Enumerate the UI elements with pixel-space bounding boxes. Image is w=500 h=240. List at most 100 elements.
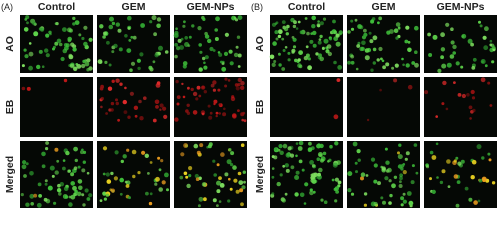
cell bbox=[41, 164, 46, 169]
cell bbox=[115, 78, 120, 83]
cell bbox=[154, 99, 160, 105]
cell bbox=[401, 57, 404, 61]
cell bbox=[224, 172, 229, 177]
cell bbox=[192, 91, 198, 97]
cell bbox=[188, 166, 193, 171]
cell bbox=[65, 43, 70, 48]
micrograph-bg bbox=[20, 77, 93, 137]
cell bbox=[76, 191, 82, 197]
cell bbox=[41, 151, 46, 157]
cell bbox=[209, 111, 213, 115]
cell bbox=[72, 185, 77, 191]
cell bbox=[452, 51, 457, 55]
cell bbox=[122, 154, 127, 159]
cell bbox=[26, 21, 29, 25]
cell bbox=[297, 146, 303, 151]
cell bbox=[297, 20, 301, 24]
cell bbox=[484, 26, 489, 32]
cell bbox=[306, 31, 310, 36]
cell bbox=[487, 152, 491, 156]
cell bbox=[82, 59, 86, 64]
cell bbox=[378, 46, 383, 52]
cell bbox=[212, 49, 216, 52]
cell bbox=[441, 169, 446, 174]
cell bbox=[477, 199, 481, 203]
cell bbox=[214, 37, 219, 41]
cell bbox=[175, 79, 179, 84]
cell bbox=[372, 35, 378, 41]
cell bbox=[200, 85, 206, 90]
micrograph-bg bbox=[270, 15, 343, 73]
cell bbox=[405, 151, 410, 156]
cell bbox=[188, 174, 192, 178]
cell bbox=[97, 59, 103, 64]
cell bbox=[393, 78, 398, 83]
cell bbox=[373, 201, 378, 207]
cell bbox=[156, 17, 162, 22]
cell bbox=[286, 24, 290, 29]
cell bbox=[67, 27, 72, 33]
cell bbox=[398, 143, 402, 147]
cell bbox=[271, 22, 277, 27]
cell bbox=[180, 152, 185, 157]
cell bbox=[207, 144, 212, 149]
cell bbox=[226, 159, 232, 165]
cell bbox=[234, 18, 239, 22]
cell bbox=[202, 17, 206, 21]
cell bbox=[70, 194, 76, 200]
cell bbox=[111, 79, 115, 84]
cell bbox=[318, 38, 322, 41]
cell bbox=[278, 53, 281, 56]
cell bbox=[384, 147, 388, 151]
cell bbox=[102, 191, 107, 196]
cell bbox=[110, 101, 115, 106]
cell bbox=[214, 28, 218, 32]
cell bbox=[385, 160, 390, 165]
cell bbox=[352, 141, 358, 147]
cell bbox=[47, 185, 53, 191]
cell bbox=[183, 143, 189, 148]
cell bbox=[370, 68, 374, 72]
cell bbox=[347, 171, 353, 177]
cell bbox=[237, 109, 240, 112]
cell bbox=[237, 83, 241, 87]
cell bbox=[237, 53, 242, 58]
cell bbox=[81, 193, 85, 197]
cell bbox=[104, 60, 108, 64]
cell bbox=[277, 34, 282, 39]
cell bbox=[24, 54, 29, 59]
cell bbox=[491, 181, 496, 185]
column-header: GEM bbox=[372, 1, 396, 13]
micrograph bbox=[20, 77, 93, 137]
cell bbox=[271, 192, 275, 196]
cell bbox=[373, 163, 378, 168]
cell bbox=[431, 155, 437, 160]
cell bbox=[377, 21, 380, 25]
cell bbox=[23, 174, 27, 178]
cell bbox=[74, 189, 78, 194]
cell bbox=[86, 58, 91, 63]
micrograph-bg bbox=[424, 77, 497, 137]
cell bbox=[291, 36, 295, 39]
cell bbox=[334, 199, 338, 203]
cell bbox=[56, 38, 62, 44]
cell bbox=[218, 200, 222, 203]
cell bbox=[291, 50, 295, 54]
cell bbox=[23, 27, 29, 32]
cell bbox=[129, 91, 134, 96]
micrograph bbox=[424, 141, 497, 208]
cell bbox=[400, 167, 404, 171]
cell bbox=[227, 79, 231, 82]
cell bbox=[281, 198, 286, 203]
column-header: GEM bbox=[122, 1, 146, 13]
cell bbox=[338, 30, 343, 35]
cell bbox=[460, 65, 464, 69]
cell bbox=[297, 58, 301, 62]
cell bbox=[491, 45, 496, 49]
cell bbox=[350, 192, 355, 196]
cell bbox=[446, 62, 452, 68]
cell bbox=[357, 158, 361, 162]
cell bbox=[86, 197, 91, 201]
cell bbox=[43, 197, 48, 202]
cell bbox=[363, 32, 368, 37]
